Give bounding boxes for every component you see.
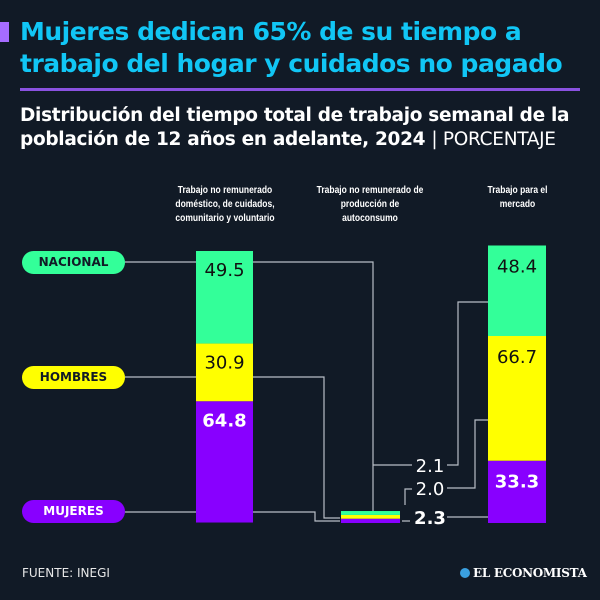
connector-nacional (125, 261, 412, 513)
legend-hombres: HOMBRES (22, 366, 125, 389)
legend-mujeres: MUJERES (22, 500, 125, 523)
source-note: FUENTE: INEGI (22, 566, 110, 580)
title-accent-bar (0, 22, 9, 42)
subtitle-text: Distribución del tiempo total de trabajo… (20, 105, 570, 150)
logo-globe-icon (460, 568, 470, 578)
label-domestico-mujeres: 64.8 (202, 410, 246, 431)
column-header-autoconsumo: Trabajo no remunerado de producción de a… (316, 185, 424, 224)
connector-hombres (125, 376, 340, 519)
label-autoconsumo-mujeres: 2.3 (414, 508, 446, 529)
label-autoconsumo-hombres: 2.0 (416, 479, 445, 500)
connector-mercado-mujeres (402, 516, 488, 522)
legend-nacional: NACIONAL (22, 251, 125, 274)
label-autoconsumo-nacional: 2.1 (416, 456, 445, 477)
label-mercado-mujeres: 33.3 (495, 472, 539, 493)
connector-mercado-hombres (404, 419, 488, 505)
chart-title: Mujeres dedican 65% de su tiempo a traba… (20, 17, 563, 78)
brand-logo: EL ECONOMISTA (460, 566, 587, 580)
unit-label: | PORCENTAJE (431, 129, 556, 150)
label-mercado-hombres: 66.7 (497, 347, 537, 368)
chart-subtitle: Distribución del tiempo total de trabajo… (20, 104, 595, 152)
connector-mujeres (125, 511, 340, 522)
label-mercado-nacional: 48.4 (497, 256, 537, 277)
connector-mercado-nacional (447, 301, 488, 466)
bar-autoconsumo-mujeres (341, 518, 400, 523)
bar-mercado-mujeres (488, 460, 546, 523)
bar-domestico-hombres (196, 343, 253, 402)
label-domestico-nacional: 49.5 (204, 260, 244, 281)
bar-autoconsumo-hombres (341, 514, 400, 519)
bar-domestico-nacional (196, 251, 253, 344)
column-header-domestic: Trabajo no remunerado doméstico, de cuid… (175, 185, 275, 224)
bar-domestico-mujeres (196, 401, 253, 523)
bar-mercado-nacional (488, 245, 546, 336)
bar-mercado-hombres (488, 336, 546, 461)
label-domestico-hombres: 30.9 (204, 353, 244, 374)
logo-text: EL ECONOMISTA (473, 566, 587, 580)
column-header-mercado: Trabajo para el mercado (487, 185, 548, 210)
bar-autoconsumo-nacional (341, 511, 400, 515)
title-divider (20, 88, 580, 91)
